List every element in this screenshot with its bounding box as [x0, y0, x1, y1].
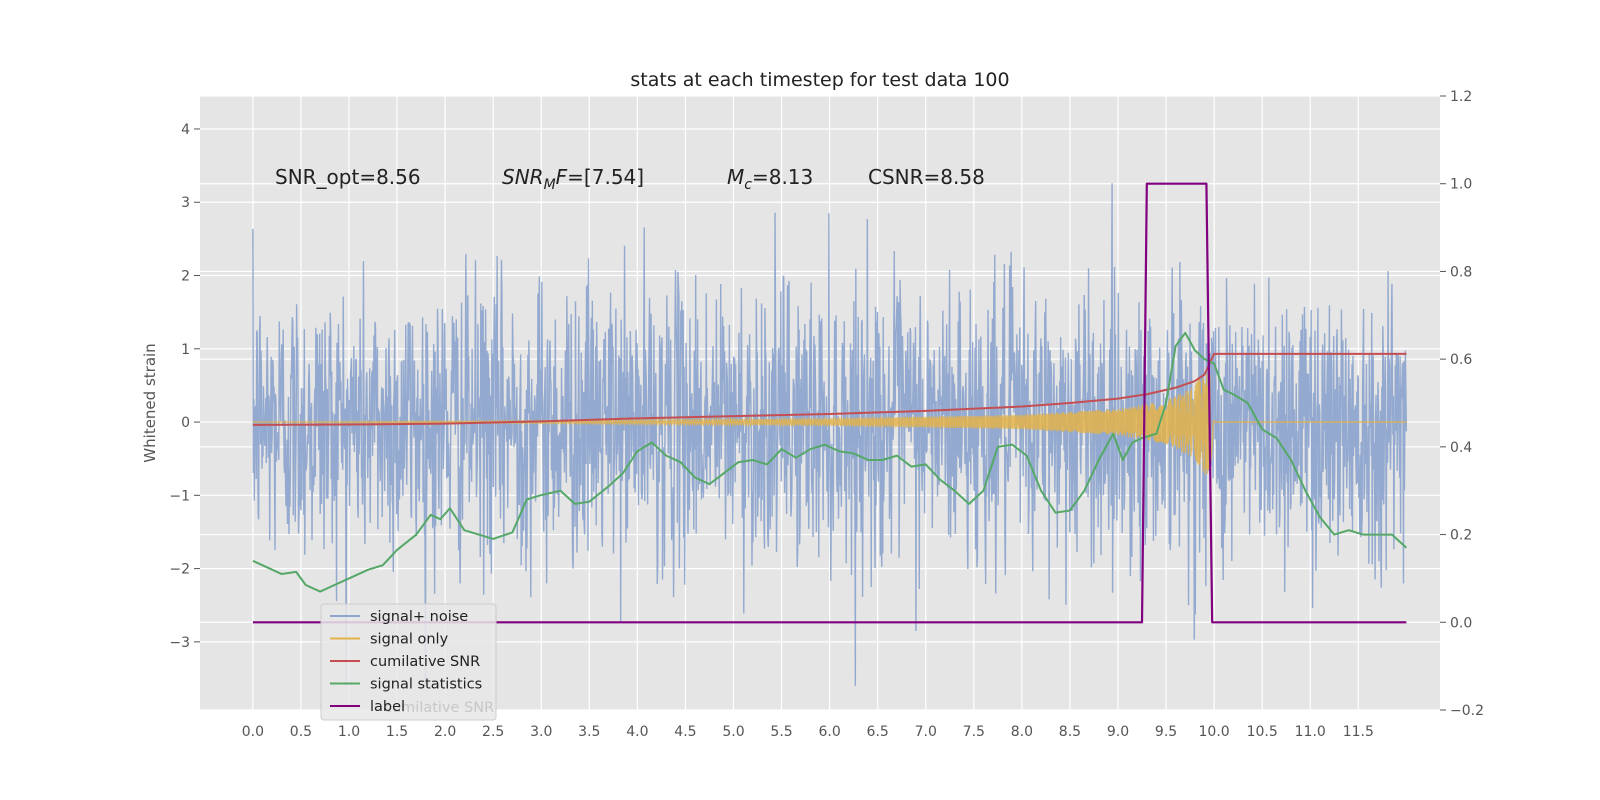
x-tick-label: 11.0	[1295, 724, 1326, 740]
y-tick-label-left: 0	[181, 415, 190, 431]
annotation-mc-rest: =8.13	[752, 165, 813, 189]
y-tick-label-right: 0.0	[1450, 615, 1472, 631]
annotation-snr-mf-sub: M	[544, 177, 556, 193]
series-signal-statistics-line	[252, 331, 1408, 593]
x-tick-label: 4.5	[674, 724, 696, 740]
legend-entry-label: signal statistics	[370, 677, 482, 693]
y-tick-label-left: 3	[181, 195, 190, 211]
x-tick-label: 6.0	[818, 724, 840, 740]
annotation-csnr: CSNR=8.58	[868, 165, 985, 189]
x-tick-label: 1.5	[386, 724, 408, 740]
x-tick-label: 11.5	[1343, 724, 1374, 740]
legend-overlay-text: cumilative SNR	[384, 700, 494, 716]
annotation-snr-mf-main: SNR	[502, 165, 544, 189]
legend: cumilative SNR signal+ noise signal only c…	[320, 603, 497, 721]
series-label-line	[252, 182, 1407, 624]
y-tick-label-right: −0.2	[1450, 703, 1484, 719]
chart-title: stats at each timestep for test data 100	[630, 69, 1009, 91]
series-cumulative-snr-line	[252, 352, 1407, 426]
series-signal-noise-line	[252, 183, 1408, 686]
x-tick-label: 5.5	[770, 724, 792, 740]
x-tick-label: 5.0	[722, 724, 744, 740]
x-tick-label: 0.5	[290, 724, 312, 740]
annotation-snr-mf-rest: =[7.54]	[567, 165, 644, 189]
x-tick-label: 2.5	[482, 724, 504, 740]
x-tick-label: 4.0	[626, 724, 648, 740]
y-tick-label-left: 1	[181, 342, 190, 358]
x-tick-label: 7.0	[915, 724, 937, 740]
legend-entry-label: cumilative SNR	[370, 654, 480, 670]
x-axis-ticks: 0.0 0.5 1.0 1.5 2.0 2.5 3.0 3.5 4.0 4.5 5.0 5.5 6.0 6…	[242, 724, 1374, 740]
x-tick-label: 10.5	[1247, 724, 1278, 740]
x-tick-label: 0.0	[242, 724, 264, 740]
x-tick-label: 3.0	[530, 724, 552, 740]
annotation-mc: Mc=8.13	[727, 165, 813, 193]
y-tick-label-left: −1	[169, 488, 190, 504]
x-tick-label: 8.0	[1011, 724, 1033, 740]
y-tick-label-right: 1.0	[1450, 177, 1472, 193]
annotation-mc-main: M	[727, 165, 744, 189]
x-tick-label: 2.0	[434, 724, 456, 740]
y-tick-label-right: 1.2	[1450, 89, 1472, 105]
annotation-snr-opt: SNR_opt=8.56	[275, 165, 421, 189]
x-tick-label: 10.0	[1199, 724, 1230, 740]
y-tick-label-left: 4	[181, 122, 190, 138]
y-axis-label: Whitened strain	[141, 343, 159, 462]
y-tick-label-right: 0.2	[1450, 528, 1472, 544]
x-tick-label: 8.5	[1059, 724, 1081, 740]
x-tick-label: 1.0	[338, 724, 360, 740]
x-tick-label: 7.5	[963, 724, 985, 740]
legend-entry-label: signal only	[370, 632, 449, 648]
x-tick-label: 9.5	[1155, 724, 1177, 740]
y-tick-label-left: −2	[169, 562, 190, 578]
legend-entry-label: label	[370, 699, 405, 715]
y-tick-label-left: −3	[169, 635, 190, 651]
annotation-snr-mf: SNRMF=[7.54]	[502, 165, 644, 193]
annotation-snr-mf-rest-f: F	[556, 165, 568, 189]
x-tick-label: 9.0	[1107, 724, 1129, 740]
y-tick-label-right: 0.8	[1450, 264, 1472, 280]
x-tick-label: 6.5	[867, 724, 889, 740]
y-axis-right-ticks: 1.2 1.0 0.8 0.6 0.4 0.2 0.0 −0.2	[1440, 89, 1484, 719]
y-axis-left-ticks: 4 3 2 1 0 −1 −2 −3	[169, 122, 200, 651]
legend-box	[320, 603, 497, 721]
legend-entry-label: signal+ noise	[370, 609, 468, 625]
series-layer	[252, 182, 1408, 686]
y-tick-label-right: 0.4	[1450, 440, 1472, 456]
x-tick-label: 3.5	[578, 724, 600, 740]
y-tick-label-right: 0.6	[1450, 352, 1472, 368]
y-tick-label-left: 2	[181, 269, 190, 285]
annotation-mc-sub: c	[744, 177, 752, 193]
